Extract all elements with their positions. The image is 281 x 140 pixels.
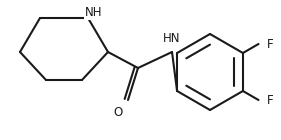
- Text: O: O: [113, 106, 123, 118]
- Text: F: F: [266, 94, 273, 107]
- Text: NH: NH: [85, 5, 103, 18]
- Text: HN: HN: [163, 32, 181, 45]
- Text: F: F: [266, 38, 273, 51]
